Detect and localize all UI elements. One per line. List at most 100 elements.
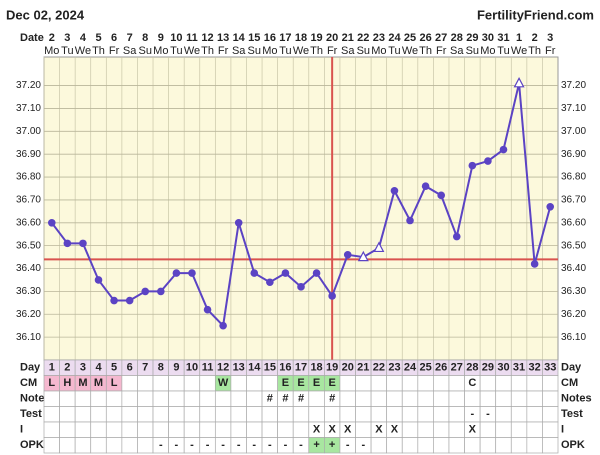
temperature-point — [281, 269, 290, 277]
cell-text: 3 — [80, 362, 86, 374]
table-cell — [121, 390, 138, 407]
table-cell — [74, 390, 92, 407]
temperature-point — [421, 182, 430, 191]
table-cell — [246, 421, 263, 438]
temperature-point — [47, 218, 56, 227]
table-cell — [168, 375, 185, 392]
table-cell — [417, 406, 434, 423]
date-label: Date — [20, 32, 44, 44]
cell-text: H — [63, 377, 71, 389]
table-cell — [510, 375, 528, 392]
weekday-label: Fr — [218, 45, 229, 57]
weekday-label: Fr — [109, 45, 120, 57]
table-cell — [401, 406, 419, 423]
temperature-point — [141, 287, 150, 296]
cell-text: 2 — [64, 362, 70, 374]
table-cell — [183, 375, 201, 392]
table-cell — [370, 437, 388, 454]
table-cell — [386, 390, 403, 407]
cell-text: 32 — [529, 362, 541, 374]
row-label-right: Notes — [561, 393, 592, 405]
cell-text: 26 — [435, 362, 447, 374]
table-cell — [168, 390, 185, 407]
y-tick-label-right: 36.90 — [561, 149, 586, 160]
y-tick-label: 36.90 — [16, 149, 41, 160]
cell-text: # — [298, 393, 304, 405]
temperature-point — [546, 202, 555, 211]
cell-text: X — [391, 424, 399, 436]
cell-text: 20 — [342, 362, 354, 374]
table-cell — [59, 406, 76, 423]
table-cell — [277, 406, 294, 423]
cell-text: 6 — [127, 362, 133, 374]
weekday-label: Mo — [480, 45, 495, 57]
cell-text: 31 — [513, 362, 525, 374]
temperature-point — [110, 296, 118, 305]
table-cell — [495, 406, 512, 423]
cell-text: 8 — [158, 362, 164, 374]
weekday-label: Fr — [327, 45, 338, 57]
table-cell — [401, 421, 419, 438]
cell-text: 9 — [173, 362, 179, 374]
table-cell — [355, 390, 372, 407]
cell-text: 15 — [264, 362, 276, 374]
table-cell — [261, 406, 278, 423]
cell-text: 30 — [497, 362, 509, 374]
weekday-label: Fr — [545, 45, 556, 57]
cell-text: 14 — [248, 362, 261, 374]
cell-text: 27 — [451, 362, 463, 374]
temperature-point — [188, 269, 196, 277]
cell-text: 11 — [202, 362, 214, 374]
table-cell — [137, 437, 154, 454]
cell-text: X — [375, 424, 383, 436]
table-cell — [105, 390, 123, 407]
cell-text: - — [221, 439, 225, 451]
temperature-point — [250, 269, 259, 277]
cell-text: 24 — [404, 362, 417, 374]
table-cell — [464, 437, 481, 454]
table-cell — [370, 406, 388, 423]
cell-text: # — [282, 393, 288, 405]
table-cell — [43, 406, 60, 423]
table-cell — [168, 406, 185, 423]
table-cell — [510, 421, 528, 438]
table-cell — [90, 421, 107, 438]
chart-title: Dec 02, 2024 — [6, 7, 85, 22]
temperature-point — [406, 216, 414, 225]
table-cell — [105, 437, 123, 454]
temperature-point — [312, 269, 321, 277]
temperature-point — [125, 296, 134, 305]
table-cell — [105, 421, 123, 438]
weekday-label: Su — [466, 45, 479, 57]
date-label: 2 — [532, 32, 538, 44]
date-label: 17 — [279, 32, 291, 44]
cell-text: 23 — [388, 362, 400, 374]
table-cell — [168, 421, 185, 438]
date-label: 9 — [158, 32, 164, 44]
cell-text: - — [175, 439, 179, 451]
cell-text: - — [237, 439, 241, 451]
date-label: 18 — [295, 32, 307, 44]
date-label: 23 — [373, 32, 385, 44]
table-cell — [355, 421, 372, 438]
table-cell — [90, 390, 107, 407]
y-tick-label: 36.80 — [16, 172, 41, 183]
table-cell — [214, 421, 232, 438]
temperature-point-open — [373, 241, 385, 253]
date-label: 31 — [497, 32, 509, 44]
date-label: 29 — [466, 32, 478, 44]
table-cell — [183, 421, 201, 438]
table-cell — [495, 437, 512, 454]
table-cell — [433, 406, 450, 423]
cell-text: 33 — [544, 362, 556, 374]
table-cell — [355, 406, 372, 423]
date-label: 14 — [233, 32, 246, 44]
table-cell — [308, 406, 325, 423]
table-cell — [74, 437, 92, 454]
table-cell — [339, 390, 356, 407]
cell-text: 28 — [466, 362, 478, 374]
y-tick-label-right: 37.00 — [561, 126, 586, 137]
table-cell — [90, 406, 107, 423]
weekday-label: Su — [139, 45, 152, 57]
cell-text: 16 — [279, 362, 291, 374]
